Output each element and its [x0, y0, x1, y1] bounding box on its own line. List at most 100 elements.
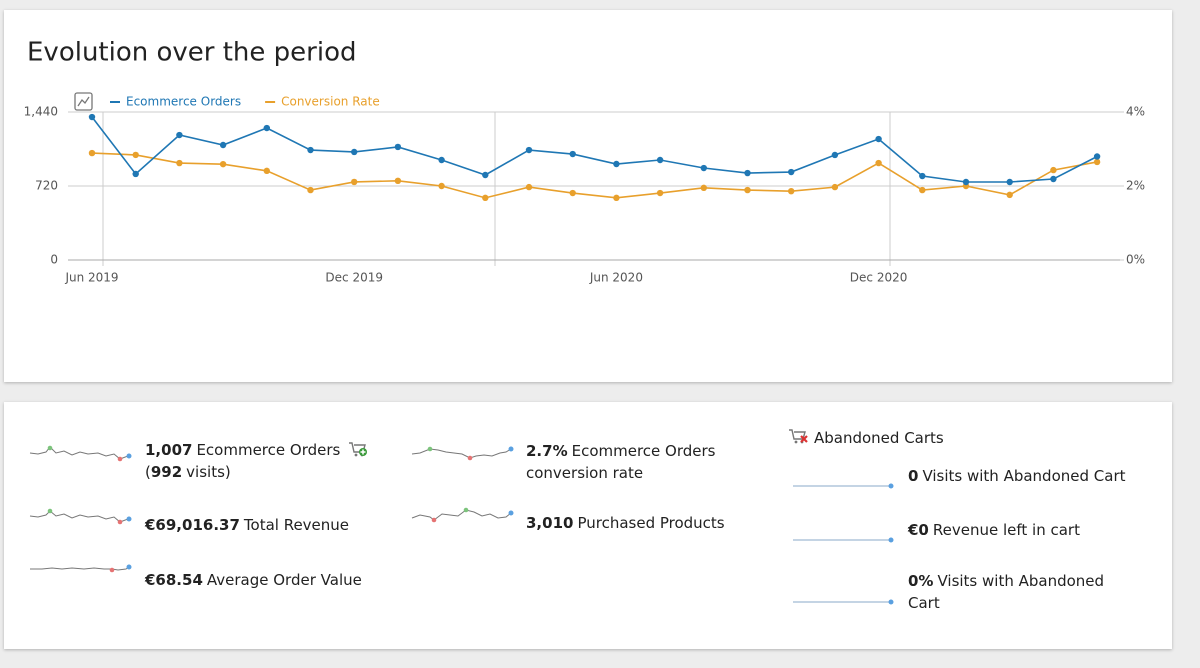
data-point — [1050, 166, 1057, 174]
legend-label: Ecommerce Orders — [126, 95, 241, 109]
data-point — [919, 186, 926, 194]
metric-label: Purchased Products — [577, 514, 725, 532]
metric-label: Revenue left in cart — [932, 521, 1080, 539]
metric: €0 Revenue left in cart — [908, 519, 1080, 541]
data-point — [1093, 158, 1101, 166]
metric: €69,016.37 Total Revenue — [145, 514, 349, 536]
series-line — [91, 116, 1098, 183]
cart-icon — [349, 442, 368, 457]
y-tick-label: 1,440 — [24, 105, 58, 119]
x-tick-label: Jun 2019 — [64, 271, 118, 285]
x-tick-label: Dec 2020 — [850, 271, 908, 285]
metric: €68.54 Average Order Value — [145, 569, 362, 591]
data-point — [394, 177, 402, 185]
data-point — [394, 143, 402, 151]
data-point — [788, 187, 795, 195]
card-title: Evolution over the period — [27, 38, 357, 68]
data-point — [176, 159, 183, 167]
data-point — [656, 156, 664, 164]
sparkline — [29, 445, 132, 462]
data-point — [219, 141, 227, 149]
data-point — [919, 172, 926, 180]
metric-label: Total Revenue — [243, 516, 350, 534]
data-point — [656, 189, 664, 197]
data-point — [219, 160, 227, 168]
data-point — [962, 178, 970, 186]
metric-value: 2.7% — [526, 442, 568, 460]
metric: 0 Visits with Abandoned Cart — [908, 465, 1126, 487]
data-point — [263, 124, 270, 132]
data-point — [1050, 175, 1057, 183]
metric-value: 0% — [908, 572, 934, 590]
data-point — [438, 156, 445, 164]
y-tick-label: 0 — [50, 253, 58, 267]
metric-value: 3,010 — [526, 514, 574, 532]
sparkline — [411, 446, 514, 461]
metric-label: Ecommerce Orders conversion rate — [526, 442, 716, 482]
data-point — [525, 146, 533, 154]
data-point — [744, 186, 751, 194]
metric-value: 1,007 — [145, 441, 193, 459]
data-point — [88, 113, 96, 121]
x-tick-label: Jun 2020 — [589, 271, 643, 285]
y2-tick-label: 0% — [1126, 253, 1145, 267]
metric-label: Average Order Value — [206, 571, 362, 589]
metric-sub: ( — [145, 463, 151, 481]
abandoned-cart-icon — [789, 429, 808, 444]
metric: 2.7% Ecommerce Orders conversion rate — [526, 440, 726, 484]
metric-label: Visits with Abandoned Cart — [908, 572, 1105, 612]
metric-value: €69,016.37 — [145, 516, 240, 534]
data-point — [132, 170, 139, 178]
chart-picker-icon[interactable] — [74, 92, 93, 111]
metric: 3,010 Purchased Products — [526, 512, 725, 534]
data-point — [525, 183, 533, 191]
x-tick-label: Dec 2019 — [325, 271, 383, 285]
data-point — [88, 149, 96, 157]
data-point — [831, 183, 839, 191]
data-point — [132, 151, 139, 159]
metric-sub-value: 992 — [150, 463, 183, 481]
data-point — [1006, 191, 1013, 199]
sparkline — [411, 507, 514, 523]
data-point — [1006, 178, 1013, 186]
data-point — [307, 146, 314, 154]
y2-tick-label: 2% — [1126, 179, 1145, 193]
y-tick-label: 720 — [35, 179, 58, 193]
metric-value: 0 — [908, 467, 919, 485]
data-point — [613, 160, 620, 168]
legend-label: Conversion Rate — [281, 95, 380, 109]
data-point — [744, 169, 751, 177]
data-point — [176, 131, 183, 139]
ecommerce-summary-card — [4, 402, 1172, 649]
data-point — [351, 178, 358, 186]
data-point — [482, 171, 489, 179]
data-point — [351, 148, 358, 156]
series-line — [91, 152, 1098, 199]
sparkline — [29, 508, 132, 525]
data-point — [700, 164, 707, 172]
evolution-card — [4, 10, 1172, 382]
metric-label: Visits with Abandoned Cart — [922, 467, 1126, 485]
data-point — [263, 167, 270, 175]
section-title: Abandoned Carts — [814, 429, 944, 447]
data-point — [875, 159, 882, 167]
data-point — [700, 184, 707, 192]
data-point — [569, 150, 576, 158]
data-point — [831, 151, 839, 159]
metric-sub-label: visits) — [186, 463, 231, 481]
metric-value: €68.54 — [145, 571, 203, 589]
data-point — [875, 135, 882, 143]
data-point — [307, 186, 314, 194]
metric: 0% Visits with Abandoned Cart — [908, 570, 1108, 614]
data-point — [613, 194, 620, 202]
evolution-chart: Evolution over the period 0 720 1,440 0% 2% 4… — [24, 38, 1145, 285]
data-point — [438, 182, 445, 190]
data-point — [569, 189, 576, 197]
data-point — [482, 194, 489, 202]
sparkline — [30, 564, 132, 573]
data-point — [788, 168, 795, 176]
metric-value: €0 — [908, 521, 929, 539]
y2-tick-label: 4% — [1126, 105, 1145, 119]
data-point — [1093, 153, 1101, 160]
